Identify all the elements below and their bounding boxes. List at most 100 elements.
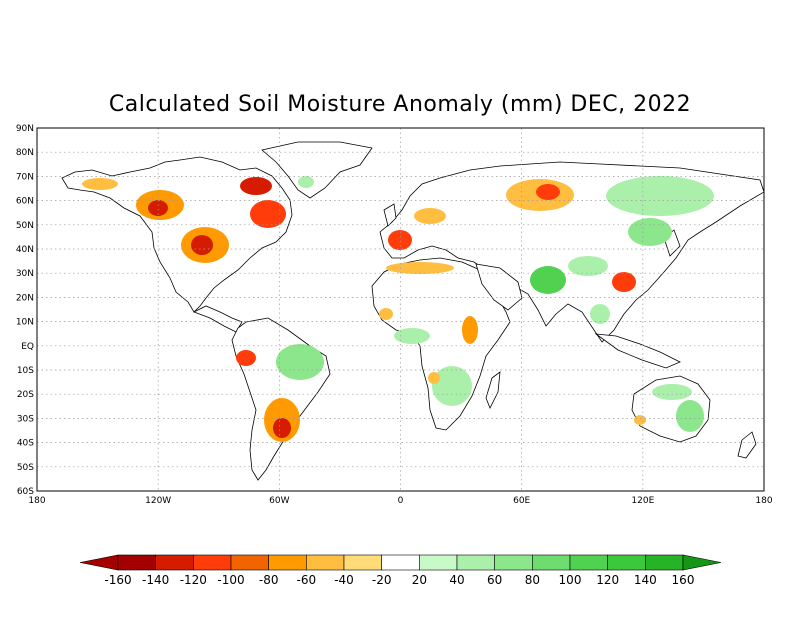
lon-label: 180 (755, 496, 772, 506)
lon-label: 120W (145, 496, 171, 506)
colorbar-tick-label: 120 (596, 573, 619, 587)
wet-indochina (590, 304, 610, 324)
colorbar-swatch (532, 554, 571, 571)
colorbar-swatch (645, 554, 684, 571)
gridlines (37, 128, 764, 491)
map-title: Calculated Soil Moisture Anomaly (mm) DE… (108, 92, 692, 117)
dry-china (612, 272, 636, 292)
british-isles (383, 203, 397, 227)
lat-label: 50S (17, 463, 34, 473)
dry-hudson (240, 177, 272, 195)
lon-label: 180 (28, 496, 45, 506)
wet-brazil (276, 344, 324, 380)
lat-label: 30S (17, 414, 34, 424)
lat-label: 50N (16, 221, 34, 231)
dry-peru (236, 350, 256, 366)
colorbar-tick-label: -160 (104, 573, 131, 587)
maritime-southeast-asia (594, 333, 681, 369)
longitude-labels: 180 120W 60W 0 60E 120E 180 (28, 496, 772, 506)
colorbar-swatch (381, 554, 420, 571)
map-frame (36, 127, 765, 492)
dry-angola (428, 372, 440, 384)
lon-label: 0 (398, 496, 404, 506)
wet-east-siberia (606, 176, 714, 216)
colorbar-tick-label: 140 (634, 573, 657, 587)
lat-label: 70N (16, 172, 34, 182)
colorbar-tick-label: 60 (487, 573, 502, 587)
dry-central-europe (414, 208, 446, 224)
lat-label: 60S (17, 487, 34, 497)
colorbar-tick-label: 100 (559, 573, 582, 587)
colorbar-tick-labels: -160 -140 -120 -100 -80 -60 -40 -20 20 40 60 80 100 1… (104, 573, 694, 587)
colorbar-swatch (607, 554, 646, 571)
madagascar (485, 371, 501, 409)
dry-east-africa (462, 316, 478, 344)
colorbar-swatch (343, 554, 382, 571)
colorbar-tick-label: 160 (672, 573, 695, 587)
lat-label: 10N (16, 318, 34, 328)
dry-sahel (386, 262, 454, 274)
wet-india (530, 266, 566, 294)
arabia (475, 263, 523, 311)
colorbar-high-arrow (682, 554, 722, 571)
colorbar-swatch (306, 554, 345, 571)
wet-australia-north (652, 384, 692, 400)
anomaly-shading (82, 176, 714, 442)
lon-label: 60E (513, 496, 530, 506)
new-zealand (737, 431, 757, 459)
latitude-labels: 90N 80N 70N 60N 50N 40N 30N 20N 10N EQ 10S 20S 30S 40… (16, 124, 34, 497)
colorbar-swatch (268, 554, 307, 571)
colorbar-swatch (419, 554, 458, 571)
lat-label: 30N (16, 269, 34, 279)
colorbar-tick-label: -100 (217, 573, 244, 587)
wet-east-asia (628, 218, 672, 246)
dry-west-africa (379, 308, 393, 320)
dry-argentina-core (273, 418, 291, 438)
colorbar-tick-label: 80 (525, 573, 540, 587)
dry-west-siberia-core (536, 184, 560, 200)
colorbar-tick-label: -20 (372, 573, 392, 587)
north-america (61, 156, 293, 313)
lat-label: 80N (16, 148, 34, 158)
colorbar-low-arrow (79, 554, 119, 571)
lat-label: 40N (16, 245, 34, 255)
greenland (261, 141, 373, 199)
lat-label: 90N (16, 124, 34, 134)
colorbar-swatch (117, 554, 156, 571)
lat-label: 60N (16, 197, 34, 207)
colorbar-swatch (193, 554, 232, 571)
colorbar-swatch (494, 554, 533, 571)
colorbar-swatch (230, 554, 269, 571)
colorbar-tick-label: 20 (412, 573, 427, 587)
dry-alaska (82, 178, 118, 190)
colorbar-tick-label: -80 (259, 573, 279, 587)
lat-label: 40S (17, 439, 34, 449)
lat-label: EQ (21, 342, 34, 352)
dry-iberia (388, 230, 412, 250)
lat-label: 10S (17, 366, 34, 376)
dry-canada-west-core (148, 200, 168, 216)
colorbar-tick-label: -60 (297, 573, 317, 587)
colorbar-tick-label: -140 (142, 573, 169, 587)
colorbar-tick-label: 40 (449, 573, 464, 587)
lat-label: 20N (16, 293, 34, 303)
wet-tibet (568, 256, 608, 276)
lon-label: 120E (631, 496, 654, 506)
colorbar-tick-label: -120 (180, 573, 207, 587)
wet-southern-africa (432, 366, 472, 406)
wet-australia-east (676, 400, 704, 432)
central-america (193, 305, 243, 333)
colorbar (79, 554, 722, 571)
lat-label: 20S (17, 390, 34, 400)
dry-australia-west (634, 415, 646, 425)
lon-label: 60W (269, 496, 289, 506)
colorbar-tick-label: -40 (334, 573, 354, 587)
colorbar-swatch (569, 554, 608, 571)
colorbar-swatch (155, 554, 194, 571)
dry-us-plains-core (191, 235, 213, 255)
wet-west-africa (394, 328, 430, 344)
colorbar-swatch (456, 554, 495, 571)
wet-greenland-edge (298, 176, 314, 188)
dry-quebec (250, 200, 286, 228)
